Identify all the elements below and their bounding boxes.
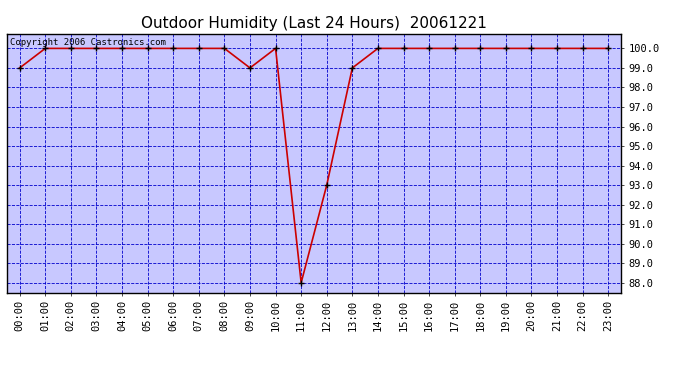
Text: Copyright 2006 Castronics.com: Copyright 2006 Castronics.com <box>10 38 166 46</box>
Title: Outdoor Humidity (Last 24 Hours)  20061221: Outdoor Humidity (Last 24 Hours) 2006122… <box>141 16 487 31</box>
